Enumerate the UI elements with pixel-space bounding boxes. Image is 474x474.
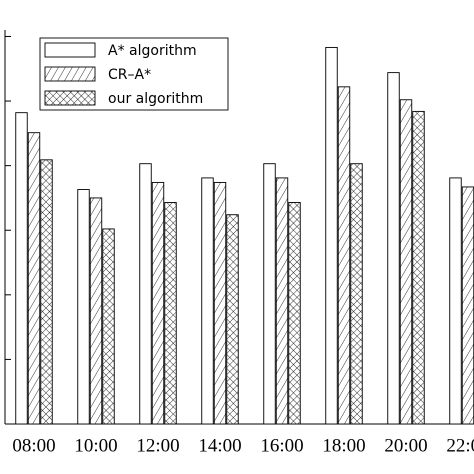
bar [387, 72, 400, 425]
bar [102, 228, 115, 425]
legend-swatch [44, 90, 96, 106]
bar [226, 214, 239, 425]
x-tick-label: 16:00 [260, 435, 303, 456]
bar [461, 186, 474, 425]
bar [263, 163, 276, 425]
bar [449, 177, 462, 425]
bar [213, 181, 227, 425]
bar [15, 112, 28, 425]
bar [288, 202, 301, 425]
x-tick-label: 22:00 [446, 435, 474, 456]
bar [399, 99, 413, 425]
bar [164, 202, 177, 425]
bar [275, 177, 289, 425]
x-tick-label: 08:00 [12, 435, 55, 456]
bar [77, 189, 90, 425]
legend-swatch [44, 66, 96, 82]
bar [412, 110, 425, 425]
bar [201, 177, 214, 425]
bar [89, 197, 103, 425]
legend-swatch [44, 42, 96, 58]
bar [350, 163, 363, 425]
bar [139, 163, 152, 425]
bar [40, 159, 53, 425]
bar [151, 181, 165, 425]
x-tick-label: 12:00 [136, 435, 179, 456]
x-tick-label: 14:00 [198, 435, 241, 456]
x-tick-label: 10:00 [74, 435, 117, 456]
legend-label: A* algorithm [108, 43, 197, 59]
x-tick-label: 20:00 [384, 435, 427, 456]
bar [325, 46, 338, 425]
legend-label: CR–A* [108, 67, 151, 83]
bar [337, 86, 351, 425]
bar [27, 132, 41, 425]
legend-label: our algorithm [108, 91, 203, 107]
x-tick-label: 18:00 [322, 435, 365, 456]
